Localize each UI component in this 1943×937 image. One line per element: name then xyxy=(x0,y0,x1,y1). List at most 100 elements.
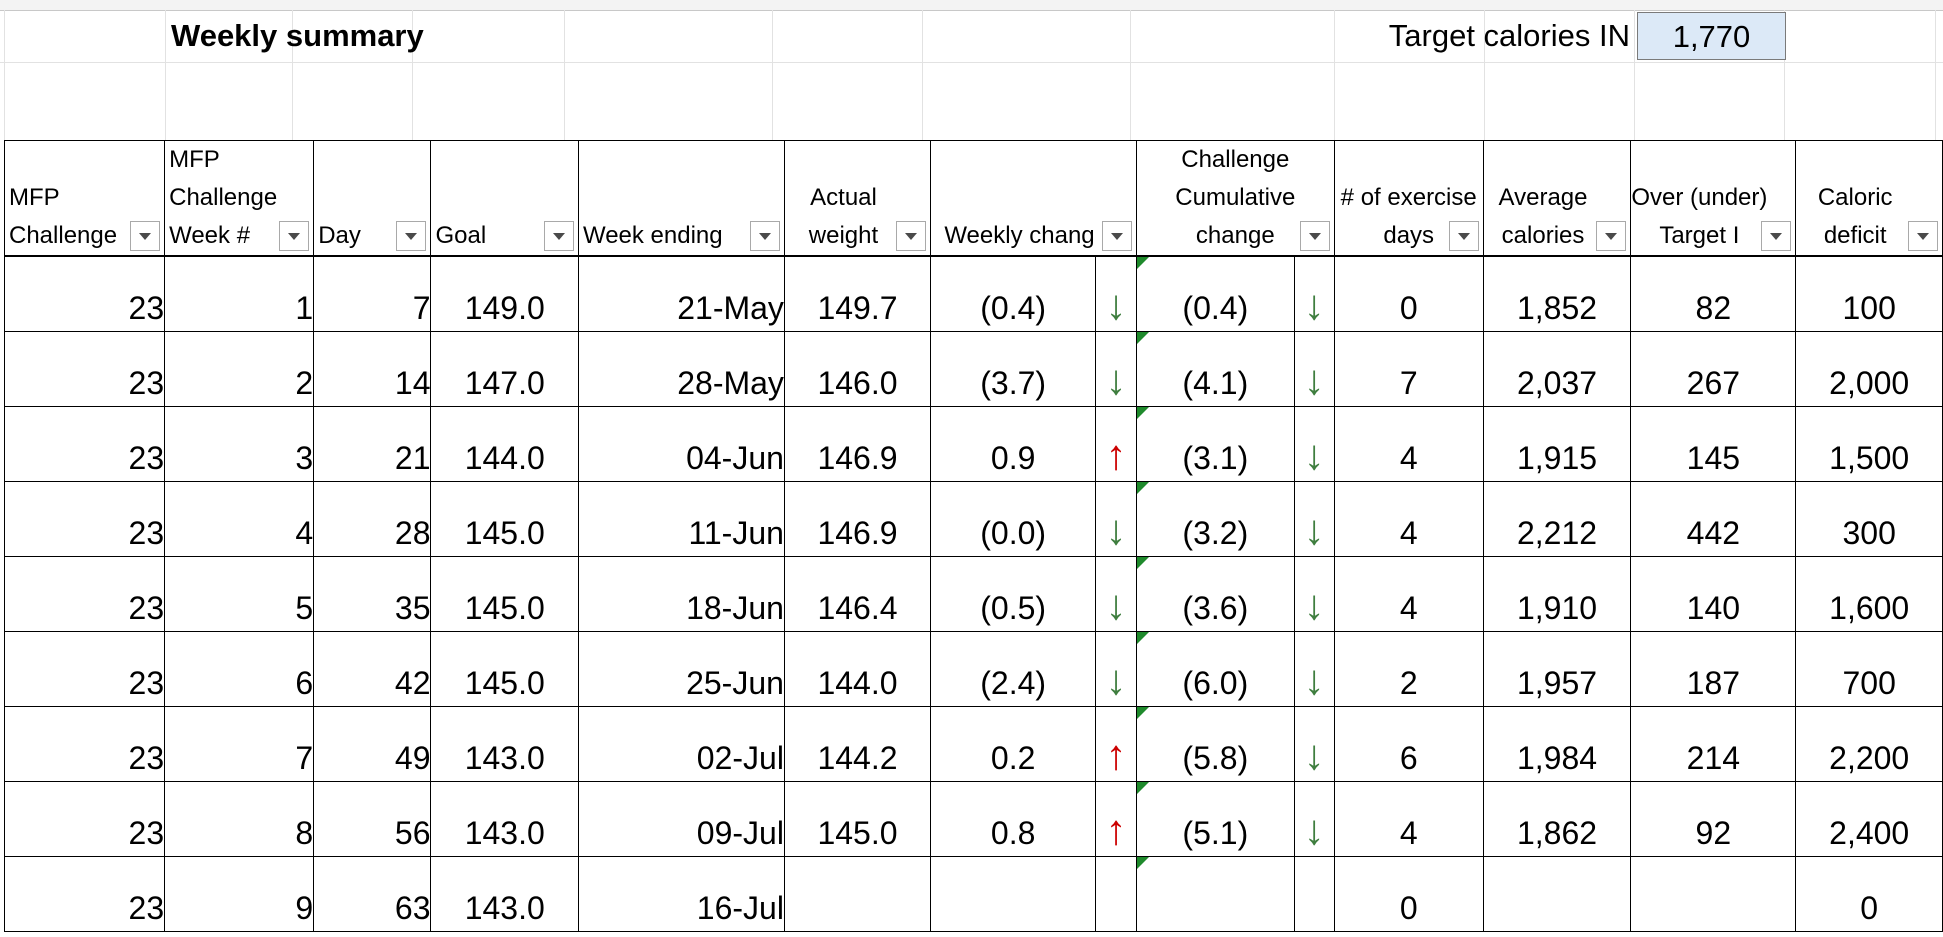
cumulative-change-indicator-cell[interactable]: ↓ xyxy=(1293,330,1335,407)
cumulative-change-indicator-cell[interactable]: ↓ xyxy=(1293,780,1335,857)
cell-week[interactable]: 4 xyxy=(164,480,315,557)
cell-week-ending[interactable]: 25-Jun xyxy=(577,630,785,707)
cell-over-under[interactable] xyxy=(1630,855,1797,932)
weekly-change-indicator-cell[interactable]: ↑ xyxy=(1095,405,1137,482)
cell-week-ending[interactable]: 21-May xyxy=(577,255,785,332)
cell-actual-weight[interactable]: 146.9 xyxy=(783,405,932,482)
cell-weekly-change[interactable]: (0.0) xyxy=(930,480,1097,557)
cumulative-change-indicator-cell[interactable] xyxy=(1293,855,1335,932)
cell-challenge[interactable]: 23 xyxy=(3,630,166,707)
cell-actual-weight[interactable]: 144.0 xyxy=(783,630,932,707)
cell-week-ending[interactable]: 18-Jun xyxy=(577,555,785,632)
cell-exercise-days[interactable]: 4 xyxy=(1333,480,1484,557)
cell-week[interactable]: 6 xyxy=(164,630,315,707)
cell-exercise-days[interactable]: 0 xyxy=(1333,255,1484,332)
cell-week[interactable]: 1 xyxy=(164,255,315,332)
cell-caloric-deficit[interactable]: 1,600 xyxy=(1795,555,1943,632)
cell-goal[interactable]: 144.0 xyxy=(430,405,579,482)
weekly-change-indicator-cell[interactable]: ↑ xyxy=(1095,705,1137,782)
filter-dropdown-icon[interactable] xyxy=(130,221,161,251)
cell-over-under[interactable]: 214 xyxy=(1630,705,1797,782)
cell-over-under[interactable]: 140 xyxy=(1630,555,1797,632)
cell-day[interactable]: 49 xyxy=(313,705,432,782)
cell-challenge[interactable]: 23 xyxy=(3,480,166,557)
filter-dropdown-icon[interactable] xyxy=(1596,221,1627,251)
cell-cumulative-change[interactable]: (6.0) xyxy=(1135,630,1295,707)
filter-dropdown-icon[interactable] xyxy=(1101,221,1132,251)
cell-week[interactable]: 9 xyxy=(164,855,315,932)
cell-cumulative-change[interactable]: (5.1) xyxy=(1135,780,1295,857)
cell-weekly-change[interactable]: (0.5) xyxy=(930,555,1097,632)
cell-goal[interactable]: 145.0 xyxy=(430,555,579,632)
cell-week[interactable]: 5 xyxy=(164,555,315,632)
cell-avg-calories[interactable]: 1,915 xyxy=(1482,405,1632,482)
cell-exercise-days[interactable]: 0 xyxy=(1333,855,1484,932)
cell-exercise-days[interactable]: 6 xyxy=(1333,705,1484,782)
cell-exercise-days[interactable]: 4 xyxy=(1333,555,1484,632)
cell-caloric-deficit[interactable]: 300 xyxy=(1795,480,1943,557)
cell-week-ending[interactable]: 11-Jun xyxy=(577,480,785,557)
cell-over-under[interactable]: 82 xyxy=(1630,255,1797,332)
cell-goal[interactable]: 143.0 xyxy=(430,780,579,857)
cell-week[interactable]: 7 xyxy=(164,705,315,782)
target-calories-cell[interactable]: 1,770 xyxy=(1637,12,1786,60)
cell-challenge[interactable]: 23 xyxy=(3,855,166,932)
cell-exercise-days[interactable]: 4 xyxy=(1333,405,1484,482)
cell-week-ending[interactable]: 02-Jul xyxy=(577,705,785,782)
cell-goal[interactable]: 147.0 xyxy=(430,330,579,407)
cell-over-under[interactable]: 187 xyxy=(1630,630,1797,707)
cell-week[interactable]: 2 xyxy=(164,330,315,407)
cell-over-under[interactable]: 92 xyxy=(1630,780,1797,857)
weekly-change-indicator-cell[interactable]: ↑ xyxy=(1095,780,1137,857)
cell-cumulative-change[interactable]: (3.6) xyxy=(1135,555,1295,632)
cell-cumulative-change[interactable]: (0.4) xyxy=(1135,255,1295,332)
cell-caloric-deficit[interactable]: 100 xyxy=(1795,255,1943,332)
cell-week-ending[interactable]: 04-Jun xyxy=(577,405,785,482)
filter-dropdown-icon[interactable] xyxy=(1448,221,1479,251)
cell-caloric-deficit[interactable]: 700 xyxy=(1795,630,1943,707)
cumulative-change-indicator-cell[interactable]: ↓ xyxy=(1293,630,1335,707)
cell-cumulative-change[interactable]: (3.1) xyxy=(1135,405,1295,482)
cell-day[interactable]: 14 xyxy=(313,330,432,407)
cell-actual-weight[interactable]: 146.0 xyxy=(783,330,932,407)
cell-day[interactable]: 21 xyxy=(313,405,432,482)
cell-exercise-days[interactable]: 7 xyxy=(1333,330,1484,407)
cell-challenge[interactable]: 23 xyxy=(3,330,166,407)
filter-dropdown-icon[interactable] xyxy=(279,221,310,251)
cell-avg-calories[interactable]: 2,212 xyxy=(1482,480,1632,557)
weekly-change-indicator-cell[interactable]: ↓ xyxy=(1095,630,1137,707)
weekly-change-indicator-cell[interactable]: ↓ xyxy=(1095,480,1137,557)
cell-day[interactable]: 28 xyxy=(313,480,432,557)
cell-week[interactable]: 3 xyxy=(164,405,315,482)
cell-challenge[interactable]: 23 xyxy=(3,780,166,857)
cell-goal[interactable]: 145.0 xyxy=(430,630,579,707)
cell-weekly-change[interactable]: 0.2 xyxy=(930,705,1097,782)
cell-caloric-deficit[interactable]: 2,200 xyxy=(1795,705,1943,782)
cell-goal[interactable]: 143.0 xyxy=(430,705,579,782)
cell-day[interactable]: 35 xyxy=(313,555,432,632)
cell-exercise-days[interactable]: 2 xyxy=(1333,630,1484,707)
cell-avg-calories[interactable]: 1,984 xyxy=(1482,705,1632,782)
cell-weekly-change[interactable]: 0.9 xyxy=(930,405,1097,482)
filter-dropdown-icon[interactable] xyxy=(749,221,780,251)
cell-challenge[interactable]: 23 xyxy=(3,255,166,332)
cell-week-ending[interactable]: 09-Jul xyxy=(577,780,785,857)
cell-exercise-days[interactable]: 4 xyxy=(1333,780,1484,857)
filter-dropdown-icon[interactable] xyxy=(1299,221,1330,251)
filter-dropdown-icon[interactable] xyxy=(396,221,427,251)
cell-weekly-change[interactable]: (0.4) xyxy=(930,255,1097,332)
cell-avg-calories[interactable]: 1,910 xyxy=(1482,555,1632,632)
cumulative-change-indicator-cell[interactable]: ↓ xyxy=(1293,255,1335,332)
cell-weekly-change[interactable]: (3.7) xyxy=(930,330,1097,407)
cell-avg-calories[interactable]: 1,862 xyxy=(1482,780,1632,857)
cell-actual-weight[interactable] xyxy=(783,855,932,932)
cell-weekly-change[interactable]: 0.8 xyxy=(930,780,1097,857)
cell-week-ending[interactable]: 28-May xyxy=(577,330,785,407)
cell-day[interactable]: 42 xyxy=(313,630,432,707)
cell-caloric-deficit[interactable]: 2,400 xyxy=(1795,780,1943,857)
cell-avg-calories[interactable] xyxy=(1482,855,1632,932)
cell-challenge[interactable]: 23 xyxy=(3,555,166,632)
filter-dropdown-icon[interactable] xyxy=(896,221,927,251)
cell-avg-calories[interactable]: 2,037 xyxy=(1482,330,1632,407)
cell-challenge[interactable]: 23 xyxy=(3,405,166,482)
